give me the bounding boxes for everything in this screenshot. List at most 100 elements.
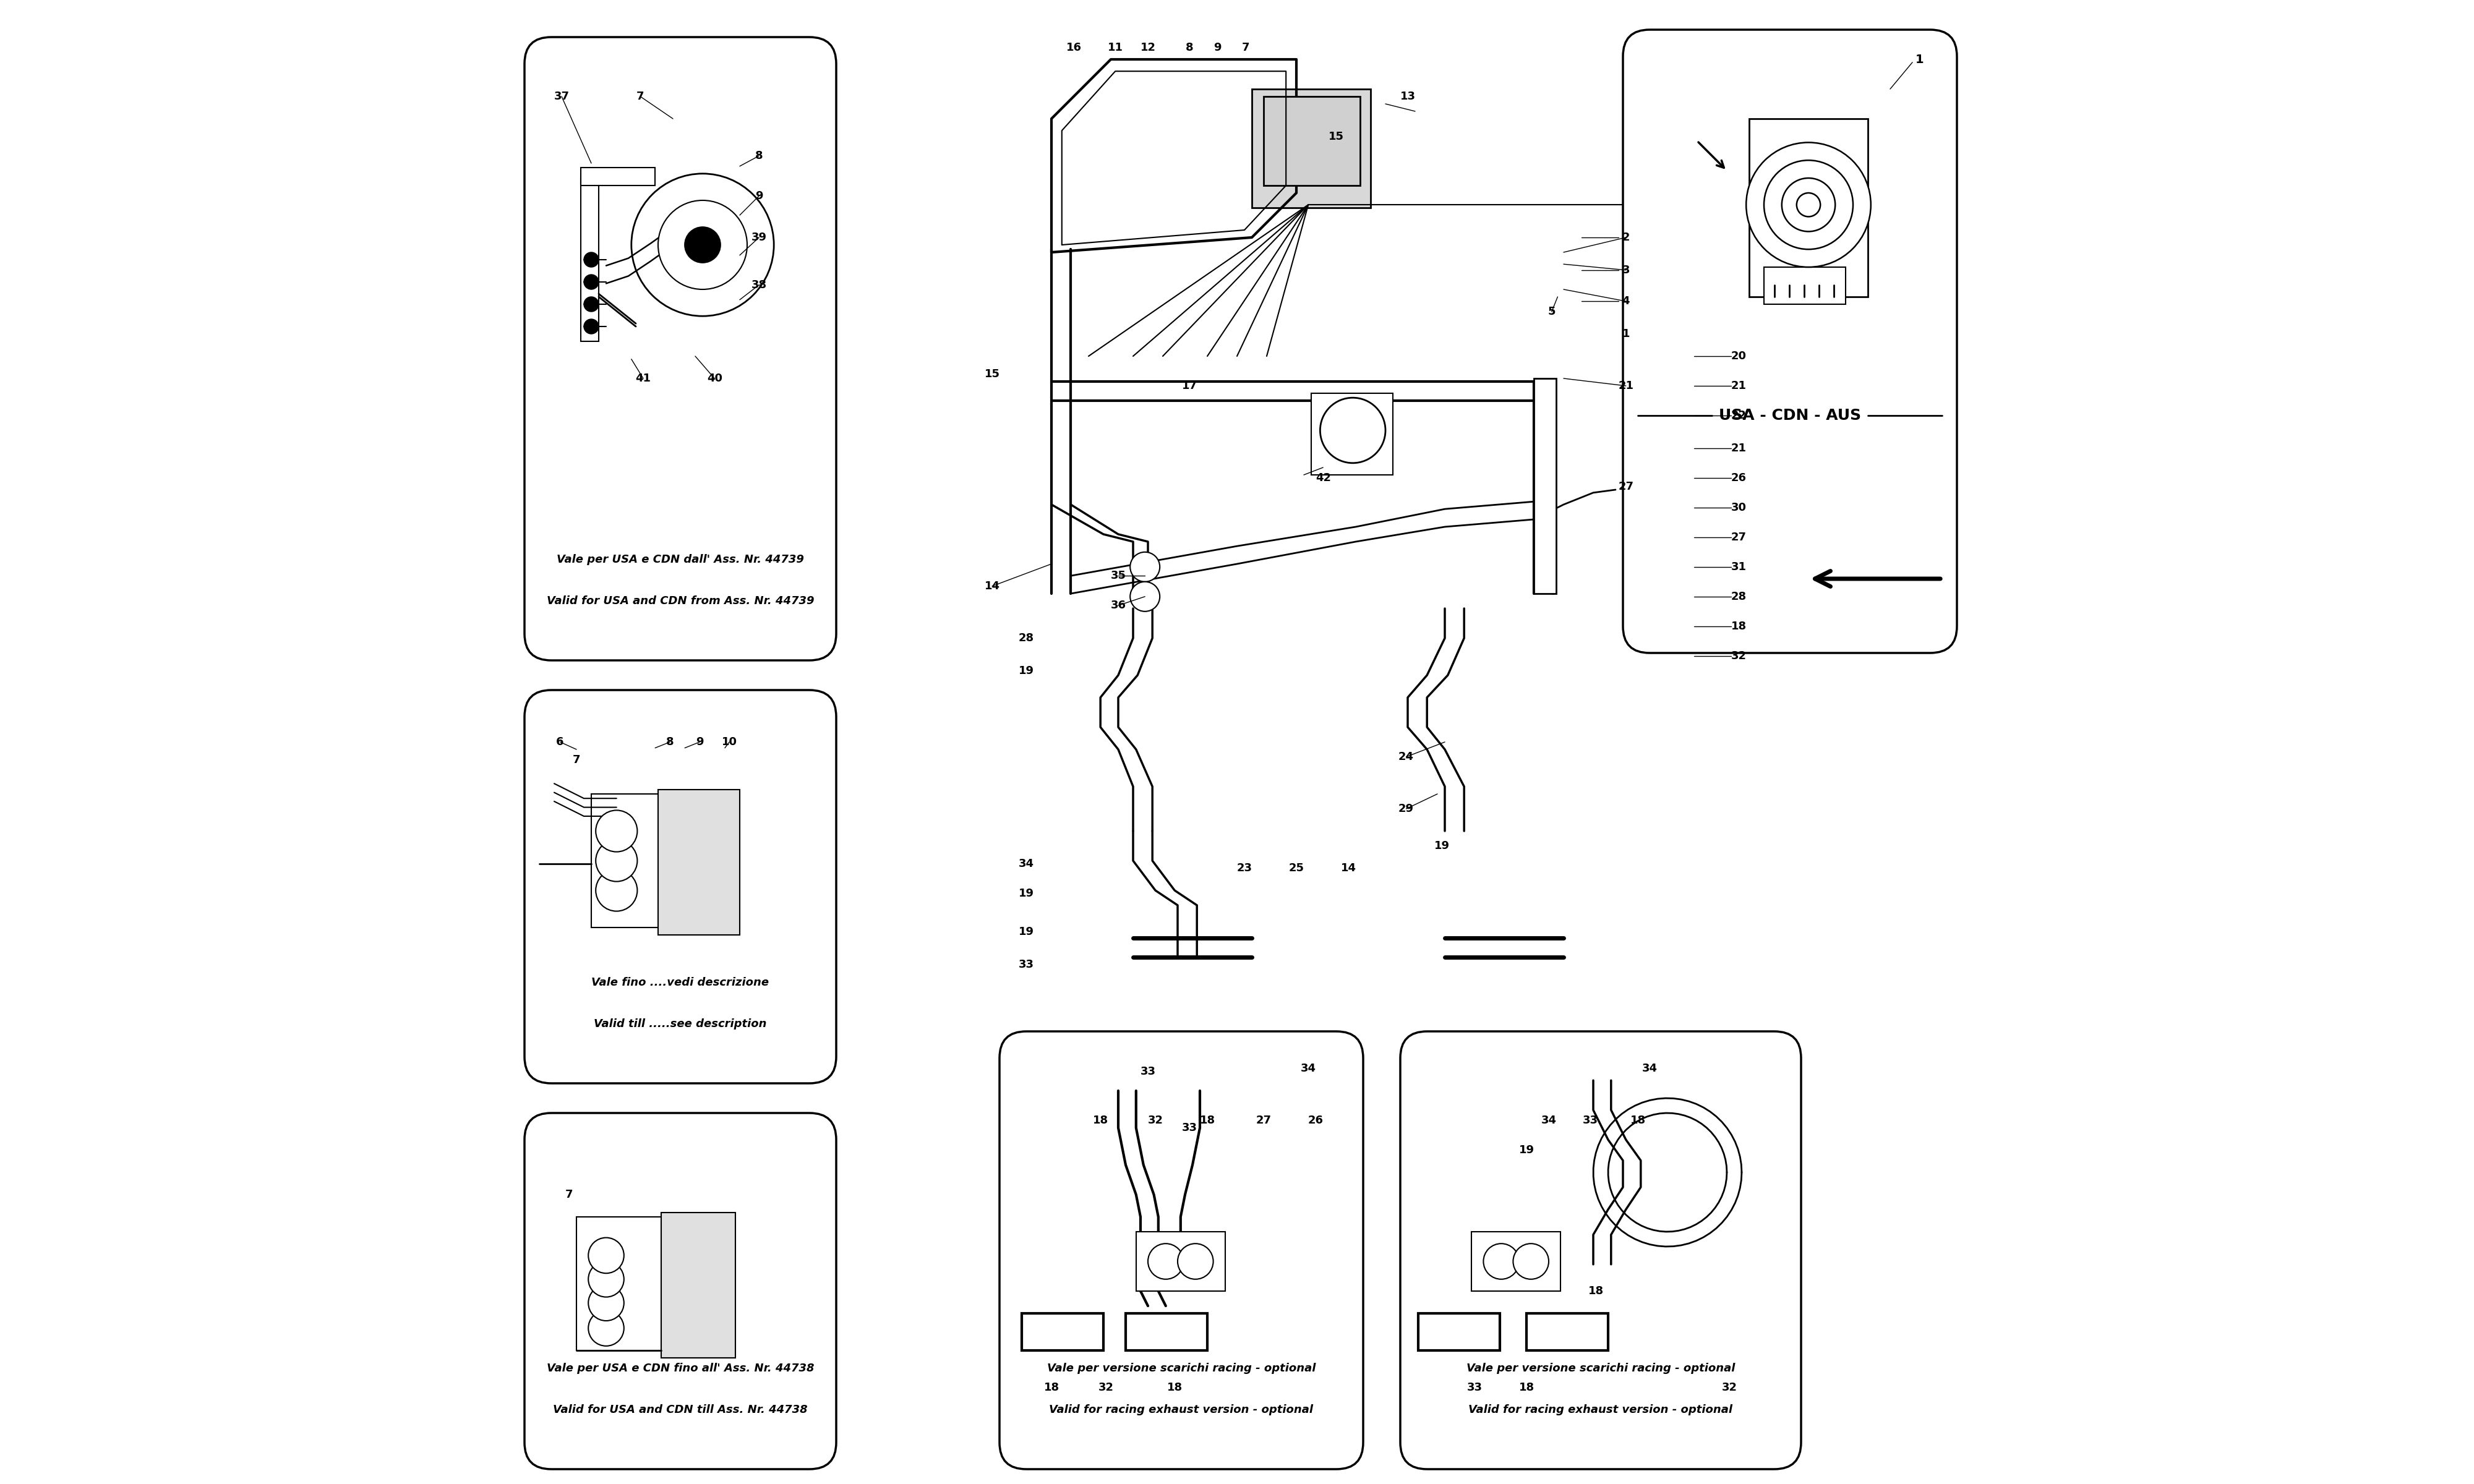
- Text: 33: 33: [1141, 1066, 1155, 1077]
- Bar: [576, 1217, 703, 1350]
- Bar: [581, 168, 656, 186]
- Bar: [1136, 1232, 1225, 1291]
- Text: 9: 9: [695, 736, 703, 748]
- Circle shape: [1781, 178, 1836, 232]
- FancyBboxPatch shape: [524, 37, 836, 660]
- Text: Valid for USA and CDN from Ass. Nr. 44739: Valid for USA and CDN from Ass. Nr. 4473…: [547, 595, 814, 607]
- Text: 20: 20: [1732, 350, 1747, 362]
- Text: 23: 23: [1237, 862, 1252, 874]
- Circle shape: [1484, 1244, 1519, 1279]
- Text: 14: 14: [985, 580, 999, 592]
- Text: 36: 36: [1111, 600, 1126, 611]
- Text: 34: 34: [1541, 1114, 1556, 1126]
- Circle shape: [584, 252, 599, 267]
- Text: 41: 41: [636, 372, 651, 384]
- Text: 28: 28: [1732, 591, 1747, 603]
- Circle shape: [1148, 1244, 1183, 1279]
- Circle shape: [584, 297, 599, 312]
- Bar: [1534, 378, 1556, 594]
- Bar: [1749, 119, 1868, 297]
- Bar: [581, 178, 599, 341]
- Text: Valid for racing exhaust version - optional: Valid for racing exhaust version - optio…: [1470, 1404, 1732, 1416]
- Text: 7: 7: [564, 1189, 574, 1201]
- Circle shape: [596, 840, 638, 881]
- Text: 18: 18: [1094, 1114, 1108, 1126]
- Text: 22: 22: [1732, 410, 1747, 421]
- Text: 34: 34: [1301, 1063, 1316, 1074]
- Text: 16: 16: [1066, 42, 1081, 53]
- Text: 7: 7: [636, 91, 643, 102]
- Text: 27: 27: [1618, 481, 1633, 493]
- Bar: [591, 794, 703, 927]
- Text: USA - CDN - AUS: USA - CDN - AUS: [1719, 408, 1860, 423]
- Circle shape: [1131, 582, 1160, 611]
- Text: 8: 8: [1185, 42, 1192, 53]
- Text: Vale per versione scarichi racing - optional: Vale per versione scarichi racing - opti…: [1467, 1362, 1734, 1374]
- Text: 33: 33: [1467, 1382, 1482, 1393]
- Text: 19: 19: [1019, 926, 1034, 938]
- Text: 15: 15: [985, 368, 999, 380]
- Text: 7: 7: [1242, 42, 1249, 53]
- Text: 26: 26: [1309, 1114, 1324, 1126]
- Text: 31: 31: [1732, 561, 1747, 573]
- Text: 27: 27: [1257, 1114, 1272, 1126]
- Text: 33: 33: [1183, 1122, 1197, 1134]
- Text: 18: 18: [1519, 1382, 1534, 1393]
- Text: 32: 32: [1098, 1382, 1113, 1393]
- Text: 30: 30: [1732, 502, 1747, 513]
- Text: 27: 27: [1732, 531, 1747, 543]
- Text: 33: 33: [1583, 1114, 1598, 1126]
- Text: 14: 14: [1341, 862, 1356, 874]
- Text: 4: 4: [1623, 295, 1630, 307]
- Text: 7: 7: [571, 754, 581, 766]
- Text: 18: 18: [1200, 1114, 1215, 1126]
- Bar: [1526, 1313, 1608, 1350]
- FancyBboxPatch shape: [1623, 30, 1957, 653]
- Text: 33: 33: [1019, 959, 1034, 971]
- Circle shape: [596, 870, 638, 911]
- Text: Vale per versione scarichi racing - optional: Vale per versione scarichi racing - opti…: [1047, 1362, 1316, 1374]
- Circle shape: [685, 227, 720, 263]
- Text: 32: 32: [1722, 1382, 1737, 1393]
- Text: 21: 21: [1732, 442, 1747, 454]
- Bar: [1022, 1313, 1103, 1350]
- FancyBboxPatch shape: [1400, 1031, 1801, 1469]
- Bar: [661, 1212, 735, 1358]
- Bar: [658, 789, 740, 935]
- Text: 13: 13: [1400, 91, 1415, 102]
- Circle shape: [631, 174, 774, 316]
- Text: Vale per USA e CDN dall' Ass. Nr. 44739: Vale per USA e CDN dall' Ass. Nr. 44739: [557, 554, 804, 565]
- Text: 9: 9: [755, 190, 762, 202]
- Text: 6: 6: [557, 736, 564, 748]
- Text: 32: 32: [1148, 1114, 1163, 1126]
- Bar: [1126, 1313, 1207, 1350]
- Text: 37: 37: [554, 91, 569, 102]
- Text: 8: 8: [666, 736, 673, 748]
- FancyBboxPatch shape: [524, 690, 836, 1083]
- Text: 21: 21: [1732, 380, 1747, 392]
- Text: 12: 12: [1141, 42, 1155, 53]
- Text: Vale per USA e CDN fino all' Ass. Nr. 44738: Vale per USA e CDN fino all' Ass. Nr. 44…: [547, 1362, 814, 1374]
- Text: Valid till .....see description: Valid till .....see description: [594, 1018, 767, 1030]
- FancyBboxPatch shape: [524, 1113, 836, 1469]
- Text: 17: 17: [1183, 380, 1197, 392]
- Text: 2: 2: [1623, 232, 1630, 243]
- Text: 9: 9: [1215, 42, 1222, 53]
- Text: 26: 26: [1732, 472, 1747, 484]
- Text: 11: 11: [1108, 42, 1123, 53]
- Circle shape: [1178, 1244, 1212, 1279]
- Text: 25: 25: [1289, 862, 1304, 874]
- Text: 18: 18: [1044, 1382, 1059, 1393]
- Bar: [1252, 89, 1371, 208]
- Text: 15: 15: [1329, 131, 1343, 142]
- Text: 18: 18: [1588, 1285, 1603, 1297]
- Text: 34: 34: [1643, 1063, 1658, 1074]
- Text: Valid for racing exhaust version - optional: Valid for racing exhaust version - optio…: [1049, 1404, 1314, 1416]
- Text: 18: 18: [1732, 620, 1747, 632]
- Bar: [1418, 1313, 1499, 1350]
- Text: 32: 32: [1732, 650, 1747, 662]
- Circle shape: [596, 810, 638, 852]
- Text: 39: 39: [752, 232, 767, 243]
- Circle shape: [589, 1310, 623, 1346]
- Circle shape: [584, 275, 599, 289]
